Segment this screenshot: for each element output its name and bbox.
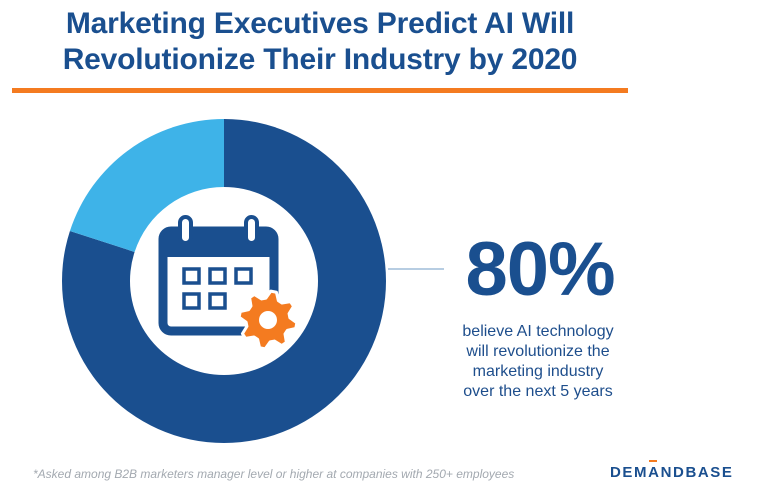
donut-slice-main: [62, 119, 387, 444]
logo-text-1: DEM: [610, 464, 649, 481]
description-line-1: believe AI technology: [462, 323, 614, 340]
highlight-value: 80%: [465, 227, 615, 312]
calendar-gear-icon: [158, 215, 299, 351]
highlight-description: believe AI technology will revolutionize…: [400, 322, 676, 402]
footnote: *Asked among B2B marketers manager level…: [33, 467, 515, 481]
gear-hole: [259, 311, 277, 329]
description-line-4: over the next 5 years: [463, 383, 613, 400]
description-line-2: will revolutionize the: [466, 343, 610, 360]
donut-slices: [62, 119, 387, 444]
logo-text-2: NDBASE: [660, 464, 734, 481]
title-line-1: Marketing Executives Predict AI Will: [65, 7, 575, 40]
chart-title: Marketing Executives Predict AI Will Rev…: [0, 6, 640, 78]
donut-slice-other: [69, 119, 225, 252]
logo-accent-letter: A: [648, 460, 661, 481]
callout-connector: [388, 268, 444, 270]
gear-icon: [237, 289, 299, 351]
demandbase-logo: DEMANDBASE: [610, 460, 734, 483]
title-underline: [12, 88, 628, 93]
title-line-2: Revolutionize Their Industry by 2020: [62, 43, 578, 76]
description-line-3: marketing industry: [472, 363, 604, 380]
